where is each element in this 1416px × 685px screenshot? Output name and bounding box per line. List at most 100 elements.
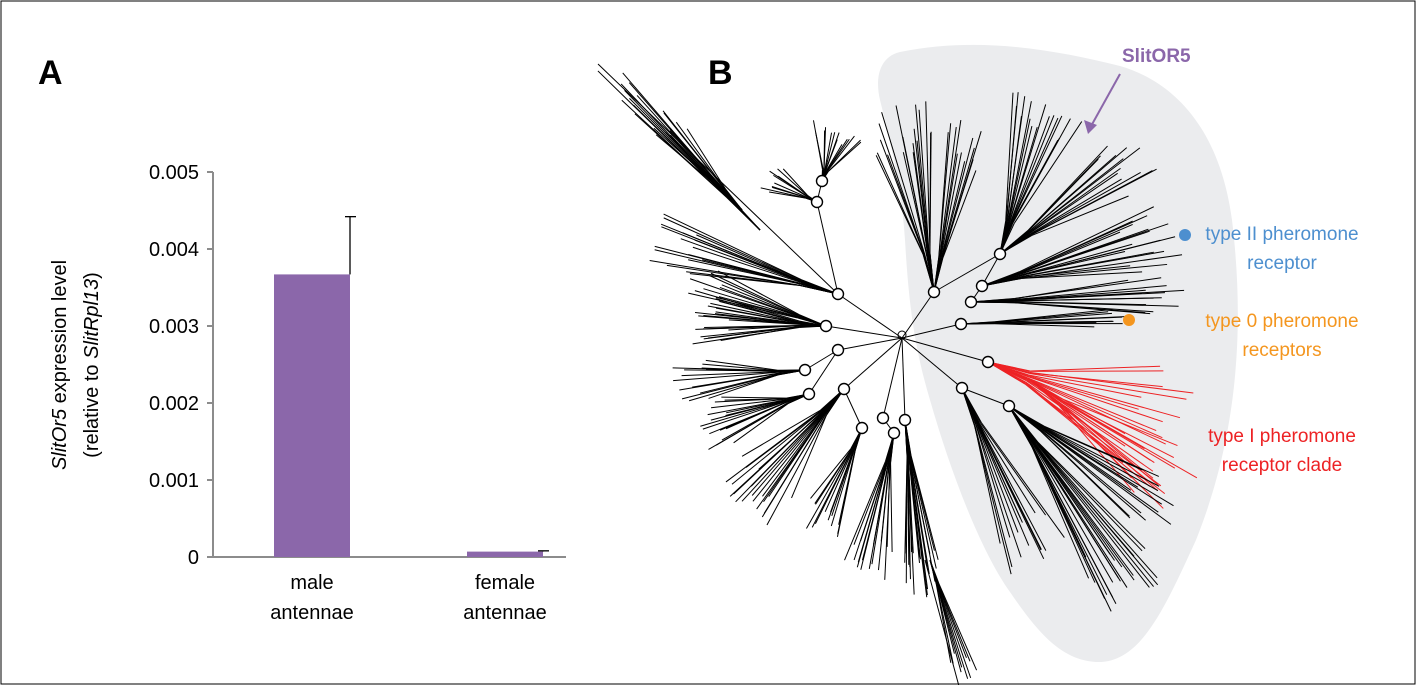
tree-leaf-branch [1010,116,1050,223]
tree-leaf-branch [1033,445,1114,583]
tree-leaf-branch [828,141,862,172]
tree-branch [901,337,906,421]
legend-type-i: type I pheromone receptor clade [1208,426,1356,476]
tree-leaf-branch [860,462,888,570]
tree-leaf-branch [941,159,974,259]
tree-leaf-branch [826,138,850,172]
bar-chart-axes: 0 0.001 0.002 0.003 0.004 0.005 male antennae fe… [149,162,566,624]
tree-leaf-branch [1020,250,1126,277]
tree-leaf-branch [681,374,779,400]
tree-leaf-branch [937,583,969,679]
tree-leaf-branch [695,325,800,330]
tree-leaf-branch [895,105,927,254]
tree-leaf-branch [673,371,779,382]
tree-leaf-branch [974,425,1012,575]
tree-leaf-branch [1030,365,1161,372]
y-tick-label: 0.004 [149,239,199,261]
tree-leaf-branch [940,152,962,258]
tree-leaf-branch [936,584,962,673]
tree-leaf-branch [981,422,1065,538]
tree-leaf-branch [704,324,800,329]
tree-leaf-branch [1030,171,1141,235]
tree-branch [825,325,903,339]
y-axis-label: SlitOr5 expression level (relative to Sl… [49,260,103,470]
tree-leaf-branch [815,132,824,170]
tree-bootstrap-nodes [798,174,1016,440]
tree-leaf-branch [1027,377,1157,432]
tree-leaf-branch [719,286,799,317]
tree-leaf-branch [929,252,935,293]
y-tick-label: 0.003 [149,316,199,338]
tree-leaf-branch [1024,383,1151,487]
legend-type-i-line2: receptor clade [1222,455,1342,476]
tree-leaf-branch [1014,301,1147,306]
tree-leaf-branch [1033,444,1119,579]
tree-leaf-branch [680,238,802,283]
tree-leaf-branch [1062,400,1198,479]
bootstrap-node [927,285,941,299]
tree-leaf-branch [844,461,886,561]
tree-branch [901,337,963,389]
tree-leaf-branch [1028,374,1142,398]
tree-leaf-branch [1012,118,1071,224]
tree-leaf-branch [977,424,1030,546]
tree-leaf-branch [703,314,800,325]
tree-leaf-branch [994,308,1113,323]
tree-leaf-branch [925,101,931,254]
tree-leaf-branch [1028,147,1128,232]
tree-leaf-branch [726,399,788,414]
slitor5-callout-arrow [1089,73,1121,129]
panel-b-phylogenetic-tree: B SlitOR5 type II pheromone receptor typ… [597,44,1359,685]
tree-leaf-branch [1060,403,1159,486]
bootstrap-node [876,411,890,425]
bootstrap-node [954,317,968,331]
tree-leaf-branch [829,449,854,513]
tree-leaf-branch [970,301,1015,304]
tree-leaf-branch [663,112,726,191]
tree-leaf-branch [692,246,802,283]
tree-leaf-branch [768,413,826,497]
x-category-label: antennae [270,602,353,624]
tree-leaf-branch [707,305,800,324]
tree-leaf-branch [1007,118,1031,222]
tree-leaf-branch [905,456,908,584]
tree-leaf-branch [653,127,724,192]
tree-leaf-branch [1029,379,1060,407]
tree-leaf-branch [915,104,930,254]
tree-leaf-branch [987,361,1026,384]
tree-leaf-branch [719,301,800,323]
tree-leaf-branch [994,312,1113,323]
tree-branch [901,323,962,339]
bootstrap-node [975,279,989,293]
tree-leaf-branch [774,182,807,198]
tree-leaf-branch [1029,371,1194,394]
tree-branch [961,387,1010,407]
tree-leaf-branch [908,455,920,564]
tree-leaf-branch [696,234,802,282]
tree-leaf-branch [907,456,913,553]
bootstrap-node [815,174,829,188]
tree-leaf-branch [710,399,788,421]
tree-root [897,330,907,340]
bootstrap-node [955,381,969,395]
tree-leaf-branch [824,449,854,513]
tree-leaf-branch [718,296,799,318]
tree-leaf-branch [1036,442,1159,586]
tree-leaf-branch [935,584,952,663]
tree-leaf-branch [1020,243,1133,276]
tree-leaf-branch [724,398,787,401]
tree-leaf-branch [910,455,937,569]
tree-leaf-branch [1014,285,1167,300]
tree-leaf-branch [806,448,853,529]
tree-leaf-branch [700,326,800,338]
y-tick-label: 0 [188,547,199,569]
tree-leaf-branch [909,455,931,554]
tree-leaf-branch [1031,446,1096,583]
tree-leaf-branch [1043,426,1160,487]
tree-leaf-branch [1020,231,1121,274]
bootstrap-node [981,355,995,369]
tree-leaf-branch [1010,115,1055,223]
tree-leaf-branch [1026,378,1166,445]
tree-leaf-branch [938,123,952,258]
tree-leaf-branch [663,217,802,281]
